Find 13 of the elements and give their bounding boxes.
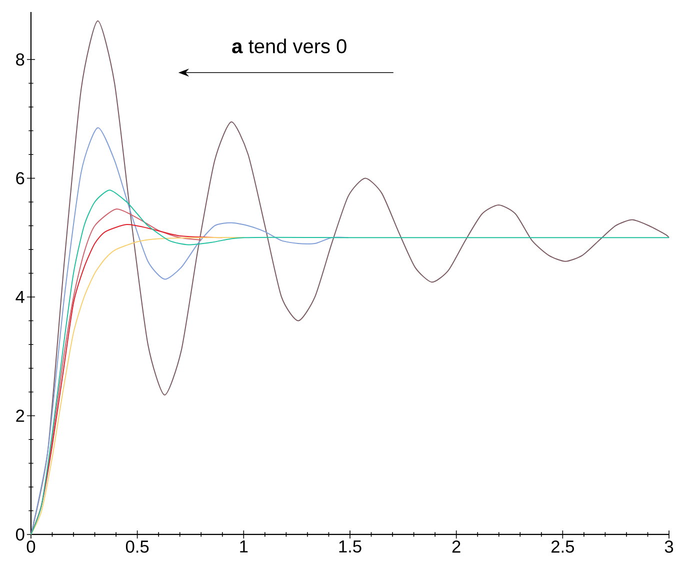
x-tick-label: 0 [26,540,36,553]
y-tick-label: 0 [16,528,24,540]
x-tick-label: 2 [452,540,460,552]
annotation: a tend vers 0 [232,38,346,54]
x-tick-label: 2.5 [552,540,574,553]
y-tick-label: 2 [16,409,24,422]
x-tick-label: 1.5 [339,540,362,552]
y-tick-label: 6 [16,172,24,184]
x-tick-label: 0.5 [126,540,149,553]
x-tick-label: 3 [664,540,674,553]
x-tick-label: 1 [240,540,248,552]
y-tick-label: 8 [16,53,24,66]
y-tick-label: 4 [16,290,24,303]
